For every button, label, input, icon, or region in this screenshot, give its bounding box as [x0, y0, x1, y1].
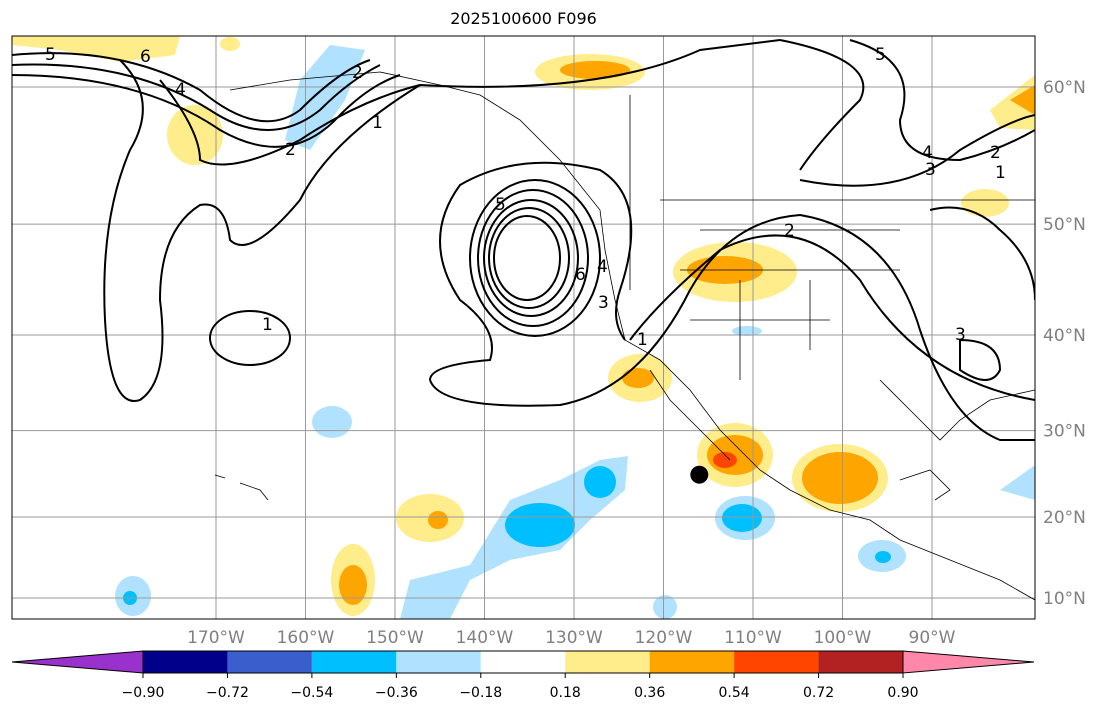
longitude-label: 120°W	[635, 628, 693, 648]
contour-label: 2	[285, 140, 296, 160]
colorbar-segment	[818, 651, 903, 673]
contour-label: 4	[175, 80, 186, 100]
colorbar-segment	[227, 651, 312, 673]
contour-label: 4	[597, 257, 608, 277]
colorbar: −0.90 −0.72 −0.54 −0.36 −0.18 0.18 0.36 0.54 0.7…	[11, 650, 1035, 701]
axis-labels: 170°W 160°W 150°W 140°W 130°W 120°W 110°W 100°W…	[187, 78, 1086, 648]
contour-label: 5	[45, 45, 56, 65]
latitude-label: 40°N	[1043, 326, 1086, 346]
colorbar-segment	[649, 651, 735, 673]
colorbar-tick-label: 0.54	[719, 685, 750, 701]
colorbar-extend-low	[11, 650, 144, 674]
map-title: 2025100600 F096	[450, 9, 597, 28]
longitude-label: 100°W	[814, 628, 872, 648]
contours	[12, 39, 1035, 441]
contour-label: 3	[955, 325, 966, 345]
latitude-label: 50°N	[1043, 215, 1086, 235]
contour-label: 3	[925, 160, 936, 180]
latitude-label: 60°N	[1043, 78, 1086, 98]
contour-label: 2	[352, 63, 363, 83]
longitude-label: 170°W	[187, 628, 245, 648]
latitude-label: 30°N	[1043, 422, 1086, 442]
colorbar-tick-label: 0.18	[550, 685, 581, 701]
contour-label: 2	[784, 221, 795, 241]
map-frame	[11, 35, 1036, 620]
longitude-label: 150°W	[366, 628, 424, 648]
latitude-label: 20°N	[1043, 508, 1086, 528]
contour-label: 5	[495, 195, 506, 215]
positive-anomaly-strong	[713, 452, 737, 468]
contour-label: 3	[598, 293, 609, 313]
contour-labels: 5 6 4 2 1 5 6 4 3 1 2 1 5 4 3 2 1 3 2	[45, 45, 1006, 350]
contour-label: 6	[575, 265, 586, 285]
longitude-label: 90°W	[909, 628, 956, 648]
colorbar-segment	[734, 651, 819, 673]
contour-label: 6	[140, 47, 151, 67]
colorbar-frame	[142, 650, 904, 674]
negative-anomaly-medium	[123, 466, 891, 605]
colorbar-tick-label: 0.90	[887, 685, 918, 701]
longitude-label: 110°W	[724, 628, 782, 648]
colorbar-extend-high	[902, 650, 1035, 674]
contour-label: 1	[372, 113, 383, 133]
colorbar-tick-label: 0.36	[634, 685, 665, 701]
colorbar-tick-label: −0.72	[206, 685, 249, 701]
colorbar-tick-label: −0.90	[122, 685, 165, 701]
contour-label: 1	[637, 330, 648, 350]
colorbar-tick-label: −0.36	[375, 685, 418, 701]
contour-label: 2	[990, 143, 1001, 163]
contour-label: 4	[922, 143, 933, 163]
contour-label: 1	[995, 163, 1006, 183]
latitude-label: 10°N	[1043, 589, 1086, 609]
colorbar-segment	[480, 651, 566, 673]
colorbar-segment	[311, 651, 397, 673]
colorbar-segment	[143, 651, 228, 673]
longitude-label: 160°W	[277, 628, 335, 648]
colorbar-segment	[565, 651, 650, 673]
contour-label: 5	[875, 45, 886, 65]
coastlines	[214, 71, 1035, 601]
colorbar-tick-label: −0.18	[459, 685, 502, 701]
colorbar-tick-label: −0.54	[290, 685, 333, 701]
longitude-label: 140°W	[456, 628, 514, 648]
colorbar-segment	[396, 651, 481, 673]
colorbar-tick-label: 0.72	[803, 685, 834, 701]
contour-label: 1	[262, 315, 273, 335]
gridlines	[12, 36, 1035, 619]
location-marker	[690, 465, 709, 484]
longitude-label: 130°W	[545, 628, 603, 648]
